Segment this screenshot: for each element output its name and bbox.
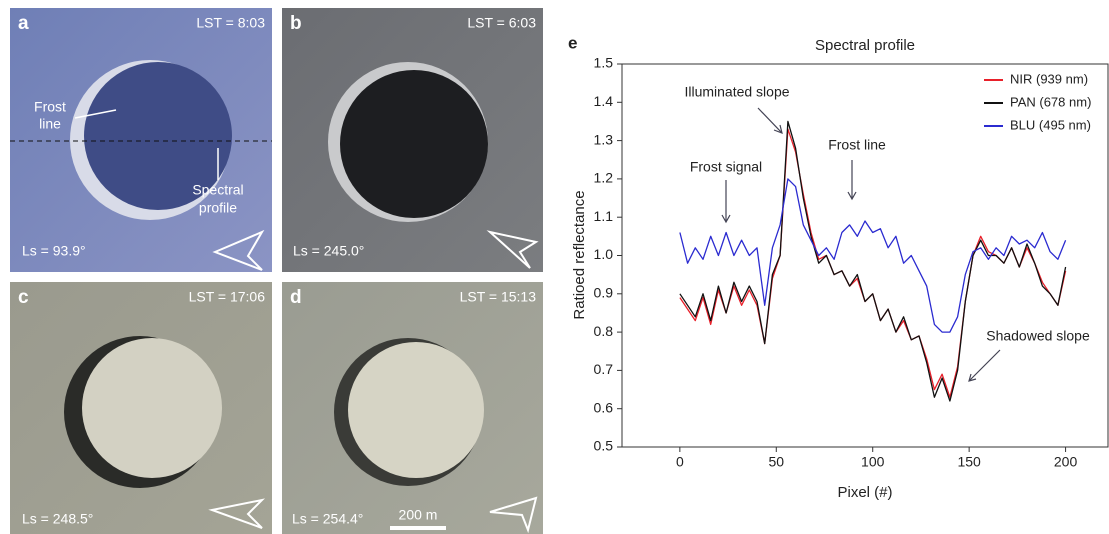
annotation: Spectral xyxy=(192,182,243,198)
panel-letter: c xyxy=(18,287,29,308)
sun-icon xyxy=(212,229,265,271)
y-tick-label: 0.5 xyxy=(594,438,614,454)
ls: Ls = 254.4° xyxy=(292,511,363,527)
y-tick-label: 0.9 xyxy=(594,285,614,301)
sun-icon xyxy=(486,230,539,269)
chart-title: Spectral profile xyxy=(815,37,915,54)
panel-letter: a xyxy=(18,13,29,34)
x-tick-label: 100 xyxy=(861,454,885,470)
annotation: Frost signal xyxy=(690,159,762,175)
x-tick-label: 50 xyxy=(768,454,784,470)
annotation: Frost line xyxy=(828,137,886,153)
ls: Ls = 248.5° xyxy=(22,511,93,527)
y-tick-label: 1.3 xyxy=(594,131,614,147)
scale-bar xyxy=(390,526,446,530)
arrow xyxy=(721,180,731,224)
annotation: profile xyxy=(199,200,237,216)
ls: Ls = 93.9° xyxy=(22,243,86,259)
panel-letter: d xyxy=(290,287,302,308)
panel-c: c LST = 17:06 Ls = 248.5° xyxy=(10,282,272,534)
crater xyxy=(340,70,488,218)
annotation: Illuminated slope xyxy=(684,84,789,100)
series-line xyxy=(679,178,1067,333)
panel-a: a LST = 8:03 Ls = 93.9° Frost line Spect… xyxy=(10,8,272,272)
annotation: line xyxy=(39,116,61,132)
annotation-arrows xyxy=(721,107,1001,382)
ls: Ls = 245.0° xyxy=(293,243,364,259)
series-line xyxy=(679,120,1067,402)
lst: LST = 15:13 xyxy=(460,289,537,305)
lst: LST = 17:06 xyxy=(189,289,266,305)
panel-letter: e xyxy=(568,33,577,52)
panel-d: d LST = 15:13 Ls = 254.4° 200 m xyxy=(282,282,543,534)
legend-label: NIR (939 nm) xyxy=(1010,71,1088,86)
panel-b: b LST = 6:03 Ls = 245.0° xyxy=(282,8,543,272)
arrow xyxy=(847,160,857,201)
arrow xyxy=(74,109,117,119)
legend-label: PAN (678 nm) xyxy=(1010,94,1091,109)
lst: LST = 6:03 xyxy=(467,15,536,31)
lst: LST = 8:03 xyxy=(196,15,265,31)
y-axis-label: Ratioed reflectance xyxy=(571,190,588,319)
arrow xyxy=(757,107,783,134)
y-tick-label: 0.6 xyxy=(594,399,614,415)
y-tick-label: 1.4 xyxy=(594,93,614,109)
sun-icon xyxy=(489,496,538,534)
y-tick-label: 1.1 xyxy=(594,208,614,224)
y-tick-label: 0.7 xyxy=(594,361,614,377)
annotation: Shadowed slope xyxy=(986,328,1090,344)
x-axis-label: Pixel (#) xyxy=(837,484,892,501)
crater xyxy=(348,342,484,478)
legend-label: BLU (495 nm) xyxy=(1010,117,1091,132)
y-tick-label: 1.2 xyxy=(594,170,614,186)
crater xyxy=(84,62,232,210)
annotation: Frost xyxy=(34,99,66,115)
y-tick-label: 0.8 xyxy=(594,323,614,339)
y-tick-label: 1.0 xyxy=(594,246,614,262)
x-tick-label: 200 xyxy=(1054,454,1078,470)
x-tick-label: 0 xyxy=(676,454,684,470)
panel-letter: b xyxy=(290,13,302,34)
y-tick-label: 1.5 xyxy=(594,55,614,71)
arrow xyxy=(968,349,1001,382)
x-tick-label: 150 xyxy=(957,454,981,470)
scale-label: 200 m xyxy=(399,507,438,523)
sun-icon xyxy=(208,498,266,529)
crater xyxy=(82,338,222,478)
